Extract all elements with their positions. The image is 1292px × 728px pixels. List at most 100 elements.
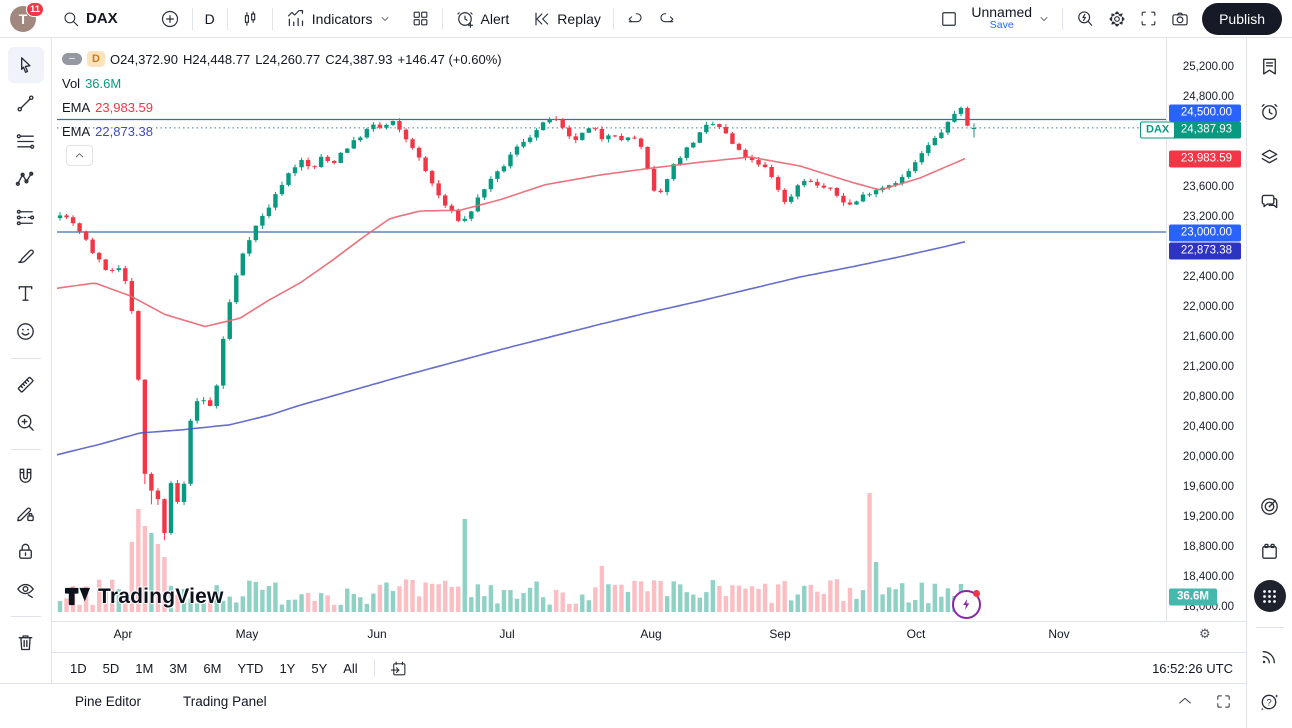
flash-notification-dot: [973, 590, 980, 597]
range-YTD[interactable]: YTD: [229, 657, 271, 680]
user-menu[interactable]: T 11: [10, 1, 44, 35]
save-label: Save: [989, 19, 1014, 32]
snapshot-button[interactable]: [1164, 5, 1196, 33]
clock[interactable]: 16:52:26 UTC: [1152, 660, 1233, 676]
panel-screener[interactable]: [1252, 488, 1288, 524]
price-label-2287338: 22,873.38: [1169, 242, 1241, 259]
quick-search-button[interactable]: [1069, 5, 1101, 33]
tool-hide-drawings[interactable]: [8, 571, 44, 607]
layout-grid-icon: [413, 11, 427, 26]
ema2-legend-row[interactable]: EMA 22,873.38: [62, 121, 502, 141]
undo-button[interactable]: [620, 5, 651, 32]
range-1M[interactable]: 1M: [127, 657, 161, 680]
tradingview-watermark: TradingView: [64, 583, 224, 610]
redo-button[interactable]: [651, 5, 682, 32]
hide-drawings-icon: [17, 583, 34, 598]
zoom-in-icon: [17, 414, 34, 431]
symbol-search-button[interactable]: DAX: [56, 6, 124, 32]
tool-xabcd-pattern[interactable]: [8, 161, 44, 197]
trading-panel-button[interactable]: Trading Panel: [183, 693, 267, 709]
alert-button[interactable]: Alert: [449, 5, 516, 33]
maximize-panel-button[interactable]: [1215, 693, 1232, 710]
range-5D[interactable]: 5D: [95, 657, 128, 680]
alert-clock-icon: [456, 11, 473, 28]
camera-icon: [1172, 12, 1188, 25]
legend-collapse-button[interactable]: [66, 145, 93, 166]
magnet-icon: [19, 468, 32, 483]
tool-trend-line[interactable]: [8, 85, 44, 121]
select-layout-button[interactable]: [933, 5, 965, 33]
hide-symbol-chip[interactable]: –: [62, 53, 82, 65]
tool-brush[interactable]: [8, 237, 44, 273]
quick-search-icon: [1078, 10, 1093, 26]
watchlist-icon: [1263, 58, 1276, 75]
price-tick: 20,400.00: [1182, 421, 1234, 433]
interval-badge[interactable]: D: [87, 51, 105, 67]
goto-date-button[interactable]: [383, 655, 414, 682]
calendar-icon: [1262, 543, 1277, 559]
tool-delete-drawings[interactable]: [8, 624, 44, 660]
tool-drawing-mode[interactable]: [8, 495, 44, 531]
layout-templates-button[interactable]: [405, 5, 436, 32]
tool-lock-drawings[interactable]: [8, 533, 44, 569]
axis-settings-gear-icon[interactable]: ⚙: [1199, 626, 1211, 641]
range-All[interactable]: All: [335, 657, 365, 680]
chevron-down-icon: [1040, 16, 1048, 21]
svg-text:?: ?: [1266, 697, 1271, 708]
panel-streams[interactable]: [1252, 638, 1288, 674]
replay-button[interactable]: Replay: [525, 5, 607, 33]
panel-chat[interactable]: [1252, 183, 1288, 219]
goto-date-icon: [390, 661, 406, 675]
layout-save-button[interactable]: Unnamed Save: [965, 1, 1056, 36]
alert-label: Alert: [480, 10, 510, 27]
tool-magnet[interactable]: [8, 457, 44, 493]
symbol-legend-row[interactable]: – D O24,372.90 H24,448.77 L24,260.77 C24…: [62, 49, 502, 69]
tool-long-position[interactable]: [8, 199, 44, 235]
time-axis[interactable]: ⚙ Apr May Jun Jul Aug Sep Oct Nov: [52, 621, 1246, 652]
panel-help[interactable]: ?: [1252, 683, 1288, 719]
range-1D[interactable]: 1D: [62, 657, 95, 680]
price-tick: 22,400.00: [1182, 271, 1234, 283]
panel-calendar[interactable]: [1252, 533, 1288, 569]
indicator-templates-button[interactable]: [379, 9, 397, 29]
instant-trading-button[interactable]: [952, 590, 981, 619]
range-1Y[interactable]: 1Y: [271, 657, 303, 680]
publish-button[interactable]: Publish: [1202, 2, 1282, 35]
ema1-value: 23,983.59: [95, 99, 154, 115]
volume-legend-row[interactable]: Vol 36.6M: [62, 73, 502, 93]
chart-type-button[interactable]: [234, 5, 266, 33]
tool-emoji[interactable]: [8, 313, 44, 349]
panel-alerts-clock[interactable]: [1252, 93, 1288, 129]
long-position-icon: [16, 209, 35, 225]
interval-button[interactable]: D: [199, 7, 221, 31]
measure-icon: [17, 376, 34, 392]
price-tick: 18,400.00: [1182, 571, 1234, 583]
tool-zoom-in[interactable]: [8, 404, 44, 440]
indicators-label: Indicators: [311, 10, 373, 27]
pine-editor-button[interactable]: Pine Editor: [75, 693, 142, 709]
ema1-legend-row[interactable]: EMA 23,983.59: [62, 97, 502, 117]
tool-measure[interactable]: [8, 366, 44, 402]
panel-apps[interactable]: [1252, 578, 1288, 614]
range-6M[interactable]: 6M: [195, 657, 229, 680]
add-symbol-button[interactable]: [154, 5, 186, 33]
tool-cursor[interactable]: [7, 47, 44, 83]
price-label-2300000: 23,000.00: [1169, 224, 1241, 241]
divider: [1062, 7, 1064, 30]
settings-button[interactable]: [1101, 5, 1133, 33]
range-5Y[interactable]: 5Y: [303, 657, 335, 680]
price-axis[interactable]: 25,200.00 24,800.00 23,600.00 23,200.00 22,4…: [1166, 38, 1246, 621]
volume-label: Vol: [62, 75, 81, 91]
panel-watchlist[interactable]: [1252, 48, 1288, 84]
indicators-button[interactable]: Indicators: [279, 4, 379, 33]
tool-text[interactable]: [8, 275, 44, 311]
range-3M[interactable]: 3M: [161, 657, 195, 680]
panel-object-tree[interactable]: [1252, 138, 1288, 174]
month-tick-Jun: Jun: [367, 627, 387, 641]
tool-fib-retracement[interactable]: [8, 123, 44, 159]
indicators-icon: [287, 10, 303, 27]
fullscreen-button[interactable]: [1133, 5, 1164, 32]
open-panel-button[interactable]: [1177, 693, 1193, 709]
